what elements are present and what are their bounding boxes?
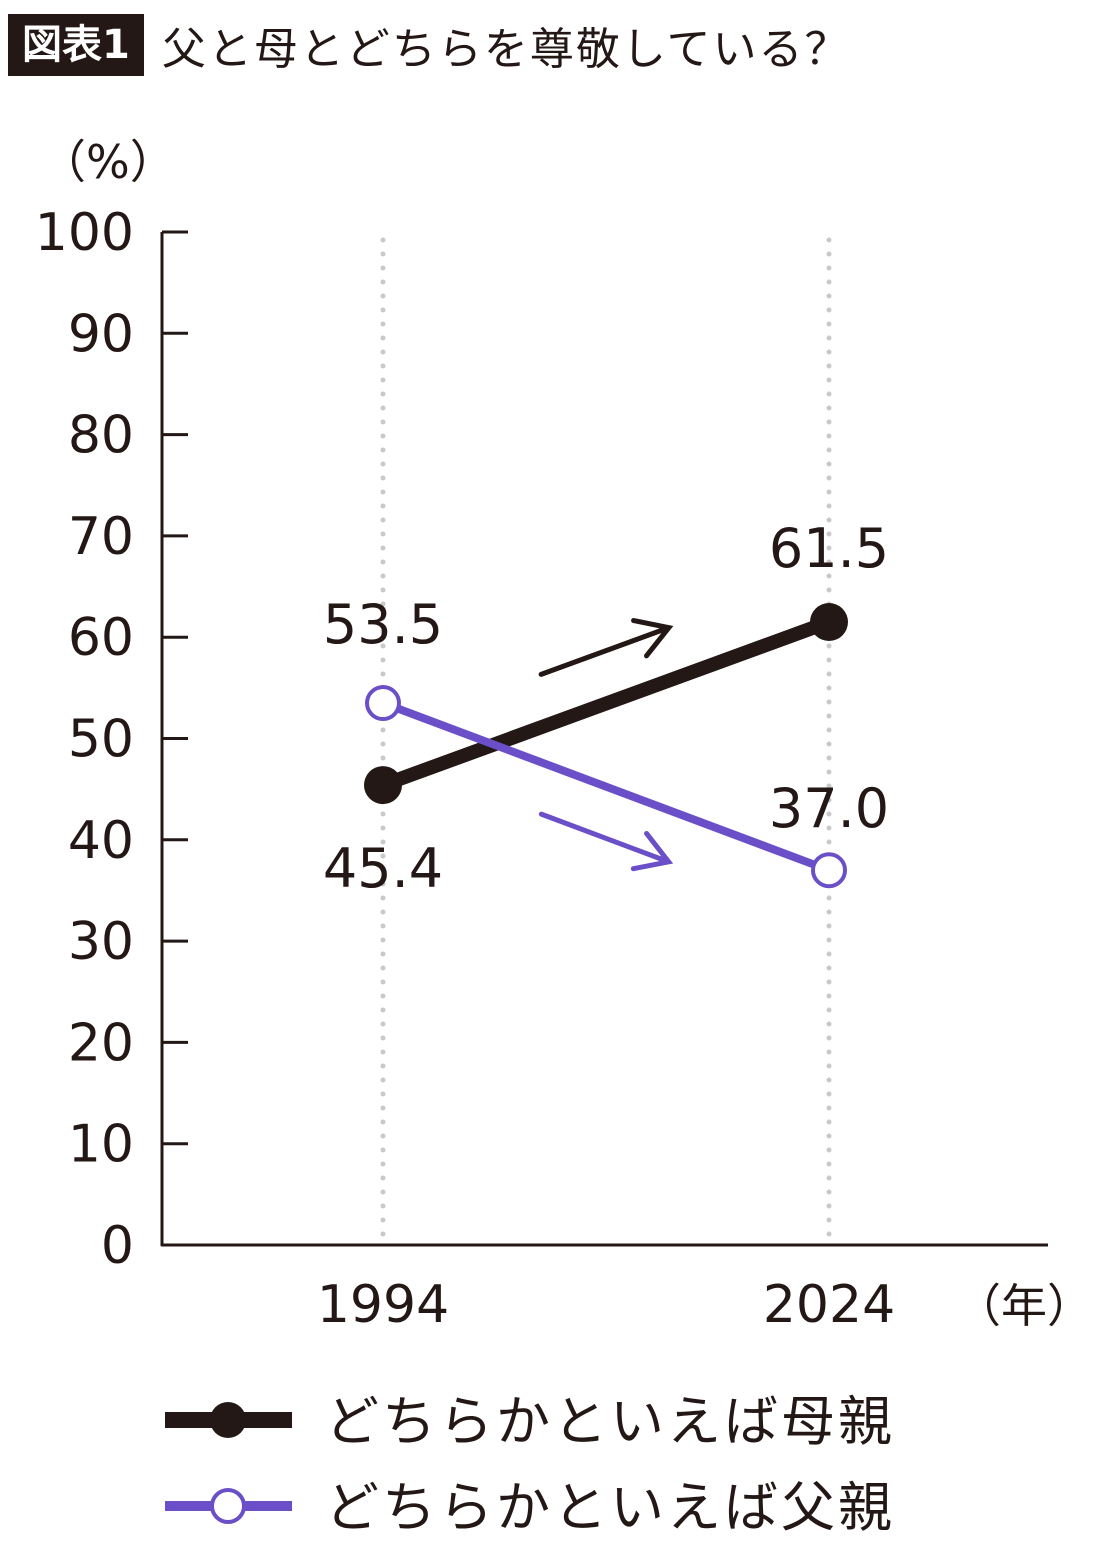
legend-marker-mother xyxy=(210,1402,246,1438)
y-tick-label-40: 40 xyxy=(68,811,134,871)
trend-arrow-father xyxy=(538,811,674,872)
point-father-1994 xyxy=(365,685,401,722)
point-father-2024 xyxy=(811,852,847,889)
axes: 0 10 20 30 40 50 60 70 80 90 100 1994 2024 xyxy=(35,203,1048,1335)
y-tick-label-80: 80 xyxy=(68,406,134,466)
chart-title: 父と母とどちらを尊敬している？ xyxy=(161,24,851,75)
data-labels: 45.4 61.5 53.5 37.0 xyxy=(323,517,889,900)
y-tick-label-50: 50 xyxy=(68,710,134,770)
trend-arrow-mother xyxy=(538,618,674,677)
series-line-mother xyxy=(380,615,832,792)
legend-label-father: どちらかといえば父親 xyxy=(325,1476,895,1539)
y-tick-label-70: 70 xyxy=(68,507,134,567)
y-tick-label-30: 30 xyxy=(68,912,134,972)
legend-label-mother: どちらかといえば母親 xyxy=(325,1390,895,1453)
series xyxy=(364,603,848,889)
grid xyxy=(380,237,832,1246)
data-label-father-1994: 53.5 xyxy=(323,593,443,656)
y-tick-label-10: 10 xyxy=(68,1115,134,1175)
y-axis-unit: （%） xyxy=(40,135,176,189)
point-mother-1994 xyxy=(364,766,402,805)
y-tick-label-20: 20 xyxy=(68,1013,134,1073)
data-label-mother-1994: 45.4 xyxy=(323,837,443,900)
y-tick-label-90: 90 xyxy=(68,304,134,364)
legend-marker-father xyxy=(210,1488,246,1524)
figure-badge: 図表1 xyxy=(8,14,144,76)
chart-header: 図表1 父と母とどちらを尊敬している？ xyxy=(8,14,851,76)
x-axis-unit: （年） xyxy=(955,1279,1093,1333)
y-tick-label-100: 100 xyxy=(35,203,134,263)
y-tick-label-60: 60 xyxy=(68,608,134,668)
series-line-father xyxy=(381,699,831,874)
point-mother-2024 xyxy=(810,603,848,642)
y-tick-label-0: 0 xyxy=(101,1216,134,1276)
x-tick-label-2024: 2024 xyxy=(763,1275,895,1335)
data-label-father-2024: 37.0 xyxy=(769,777,889,840)
data-label-mother-2024: 61.5 xyxy=(769,517,889,580)
x-tick-label-1994: 1994 xyxy=(317,1275,449,1335)
